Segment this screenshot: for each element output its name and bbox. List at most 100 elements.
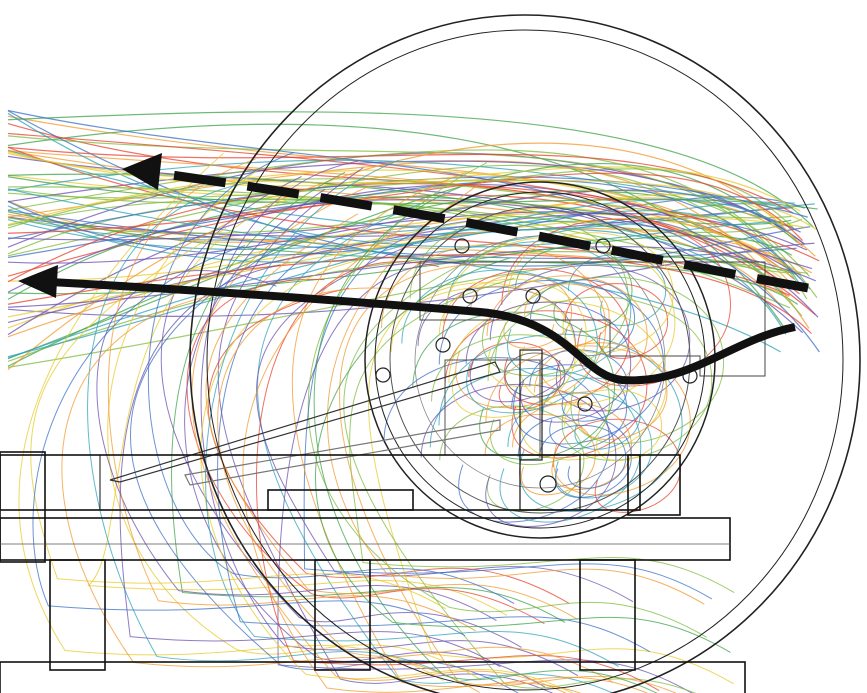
- streamline: [242, 219, 582, 693]
- base-frame: [0, 451, 746, 693]
- streamline: [442, 268, 630, 406]
- frame-leg-right: [579, 559, 636, 671]
- streamline: [539, 424, 627, 489]
- streamline: [514, 246, 633, 333]
- bolt: [462, 288, 478, 304]
- hub-bracket: [419, 261, 766, 377]
- streamline: [107, 167, 482, 681]
- streamline: [542, 377, 641, 450]
- streamline: [307, 162, 708, 638]
- bolt: [375, 367, 391, 383]
- streamline: [205, 159, 619, 667]
- streamline: [7, 178, 792, 229]
- streamline: [200, 160, 579, 677]
- streamline: [61, 289, 480, 693]
- streamline: [429, 368, 642, 523]
- hub-post: [519, 349, 543, 461]
- streamline: [494, 276, 725, 445]
- streamline: [486, 275, 648, 393]
- streamline: [420, 383, 617, 527]
- streamline: [7, 111, 814, 228]
- lever-lower: [184, 419, 501, 486]
- hub-bolts: [375, 238, 698, 493]
- streamline: [7, 212, 808, 323]
- frame-floor: [0, 661, 746, 693]
- streamline: [119, 264, 501, 668]
- hub-ring-3: [389, 206, 691, 514]
- streamlines: [7, 109, 820, 693]
- solid-arrowhead: [18, 265, 58, 298]
- streamline: [501, 218, 731, 387]
- streamline: [7, 172, 803, 241]
- streamline: [186, 279, 545, 625]
- outer-wheel: [189, 14, 861, 693]
- streamline: [7, 151, 801, 212]
- streamline: [7, 159, 795, 204]
- bolt: [595, 238, 611, 254]
- outer-wheel-rim-inner: [206, 29, 844, 691]
- streamline: [7, 256, 784, 368]
- streamline: [7, 160, 806, 245]
- streamline: [7, 142, 804, 371]
- streamline: [303, 219, 713, 600]
- streamline: [409, 216, 629, 377]
- frame-leg-left: [49, 559, 106, 671]
- streamline: [217, 287, 614, 683]
- lever-arm: [109, 361, 501, 486]
- bolt: [435, 337, 451, 353]
- streamline: [30, 228, 447, 610]
- dashed-arrowhead: [122, 153, 162, 190]
- streamline: [487, 296, 713, 461]
- streamline: [107, 158, 476, 632]
- streamline: [412, 311, 616, 460]
- streamline: [438, 279, 665, 445]
- outer-wheel-rim: [189, 14, 861, 693]
- streamline: [313, 186, 658, 693]
- streamline: [87, 199, 508, 616]
- streamline: [171, 171, 566, 623]
- streamline: [431, 334, 611, 466]
- streamline: [349, 277, 735, 593]
- bolt: [454, 238, 470, 254]
- streamline: [7, 168, 796, 231]
- streamline: [191, 185, 567, 693]
- streamline: [7, 169, 791, 276]
- streamline: [368, 285, 734, 685]
- streamline: [7, 112, 781, 248]
- frame-rail-mid: [99, 454, 641, 511]
- streamline: [7, 109, 820, 353]
- bolt: [539, 475, 557, 493]
- bolt: [525, 288, 541, 304]
- streamline: [160, 176, 522, 648]
- streamline: [87, 182, 468, 687]
- frame-table: [0, 517, 731, 561]
- streamline: [446, 241, 632, 377]
- streamline: [563, 389, 663, 462]
- lever-upper: [109, 361, 501, 483]
- streamline: [552, 418, 682, 513]
- hub-center: [504, 352, 566, 398]
- streamline: [485, 345, 691, 496]
- streamline: [512, 402, 633, 491]
- streamline: [7, 209, 797, 260]
- streamline: [7, 179, 803, 317]
- frame-leg-mid: [314, 559, 371, 671]
- streamline: [96, 270, 497, 622]
- streamline: [147, 151, 515, 605]
- streamline: [32, 245, 466, 637]
- streamline: [217, 225, 651, 653]
- frame-left-block: [0, 451, 46, 563]
- streamline: [18, 152, 444, 681]
- streamline: [7, 186, 791, 309]
- streamline: [564, 283, 669, 359]
- dashed-flow-arrow: [149, 167, 809, 293]
- streamline: [205, 213, 578, 620]
- flow-arrows: [18, 153, 809, 385]
- streamline: [443, 235, 676, 406]
- frame-right-block: [627, 454, 681, 516]
- streamline: [7, 176, 818, 210]
- frame-slot: [267, 489, 414, 511]
- bolt: [577, 396, 593, 412]
